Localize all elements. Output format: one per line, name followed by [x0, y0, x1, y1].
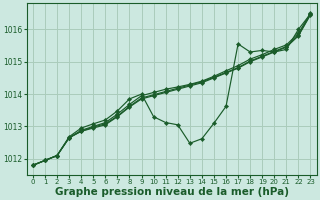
- X-axis label: Graphe pression niveau de la mer (hPa): Graphe pression niveau de la mer (hPa): [55, 187, 289, 197]
